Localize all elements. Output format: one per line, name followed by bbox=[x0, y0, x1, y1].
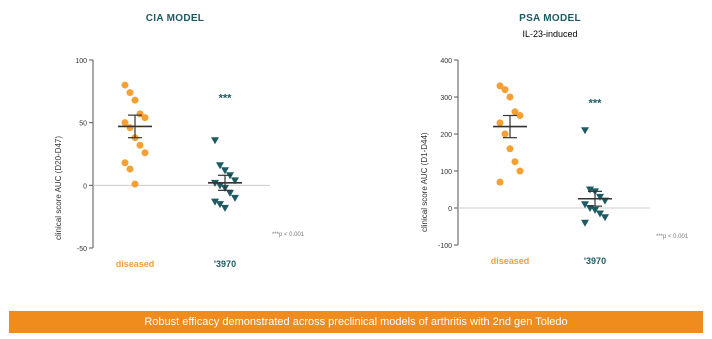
y-tick-label: -100 bbox=[438, 243, 452, 250]
y-tick-label: 400 bbox=[440, 58, 452, 65]
x-category-label: '3970 bbox=[214, 259, 236, 269]
data-point bbox=[501, 130, 509, 138]
data-point bbox=[126, 165, 134, 173]
significance-footnote: ***p < 0.001 bbox=[656, 234, 689, 240]
data-point bbox=[586, 186, 594, 194]
x-category-label: diseased bbox=[116, 259, 155, 269]
y-axis-label: clinical score AUC (D20-D47) bbox=[54, 135, 63, 240]
data-point bbox=[211, 137, 219, 145]
data-point bbox=[601, 214, 609, 222]
data-point bbox=[221, 184, 229, 192]
data-point bbox=[516, 112, 524, 119]
data-point bbox=[216, 182, 224, 190]
data-point bbox=[121, 119, 129, 127]
data-point bbox=[506, 93, 514, 101]
x-category-label: '3970 bbox=[584, 256, 606, 266]
data-point bbox=[126, 124, 134, 132]
data-point bbox=[581, 219, 589, 227]
significance-footnote: ***p < 0.001 bbox=[272, 232, 305, 238]
chart-title: PSA MODEL bbox=[519, 13, 581, 24]
chart-subtitle: IL-23-induced bbox=[522, 29, 578, 39]
data-point bbox=[586, 205, 594, 212]
y-tick-label: 0 bbox=[448, 206, 452, 213]
data-point bbox=[211, 179, 219, 187]
data-point bbox=[231, 194, 239, 202]
data-point bbox=[121, 81, 129, 89]
y-tick-label: 200 bbox=[440, 132, 452, 139]
y-tick-label: 300 bbox=[440, 95, 452, 102]
data-point bbox=[591, 206, 599, 214]
data-point bbox=[496, 178, 504, 186]
data-point bbox=[126, 89, 134, 97]
data-point bbox=[226, 172, 234, 180]
y-tick-label: 100 bbox=[75, 58, 87, 65]
data-point bbox=[131, 134, 139, 142]
chart-title: CIA MODEL bbox=[145, 13, 205, 24]
data-point bbox=[221, 167, 229, 175]
data-point bbox=[581, 127, 589, 135]
y-tick-label: 100 bbox=[440, 169, 452, 176]
data-point bbox=[231, 177, 239, 185]
data-point bbox=[596, 210, 604, 218]
data-point bbox=[221, 204, 229, 212]
y-axis-label: clinical score AUC (D1-D44) bbox=[420, 132, 429, 232]
data-point bbox=[581, 201, 589, 209]
data-point bbox=[591, 188, 599, 196]
data-point bbox=[216, 201, 224, 209]
significance-annotation: *** bbox=[589, 98, 603, 110]
data-point bbox=[141, 149, 149, 157]
data-point bbox=[511, 108, 519, 116]
data-point bbox=[496, 119, 504, 127]
data-point bbox=[216, 162, 224, 170]
data-point bbox=[136, 110, 144, 118]
data-point bbox=[511, 158, 519, 166]
data-point bbox=[596, 193, 604, 201]
data-point bbox=[131, 180, 139, 188]
data-point bbox=[211, 198, 219, 206]
banner-text: Robust efficacy demonstrated across prec… bbox=[144, 316, 568, 328]
data-point bbox=[516, 167, 524, 175]
y-tick-label: 0 bbox=[83, 183, 87, 190]
data-point bbox=[501, 86, 509, 94]
data-point bbox=[121, 159, 129, 167]
data-point bbox=[131, 96, 139, 104]
data-point bbox=[226, 189, 234, 197]
y-tick-label: 50 bbox=[79, 121, 87, 128]
y-tick-label: -50 bbox=[77, 246, 87, 253]
data-point bbox=[496, 82, 504, 90]
data-point bbox=[601, 197, 609, 205]
data-point bbox=[506, 145, 514, 153]
data-point bbox=[141, 114, 149, 122]
significance-annotation: *** bbox=[219, 93, 233, 105]
data-point bbox=[136, 141, 144, 149]
summary-banner: Robust efficacy demonstrated across prec… bbox=[9, 311, 703, 333]
x-category-label: diseased bbox=[491, 256, 530, 266]
